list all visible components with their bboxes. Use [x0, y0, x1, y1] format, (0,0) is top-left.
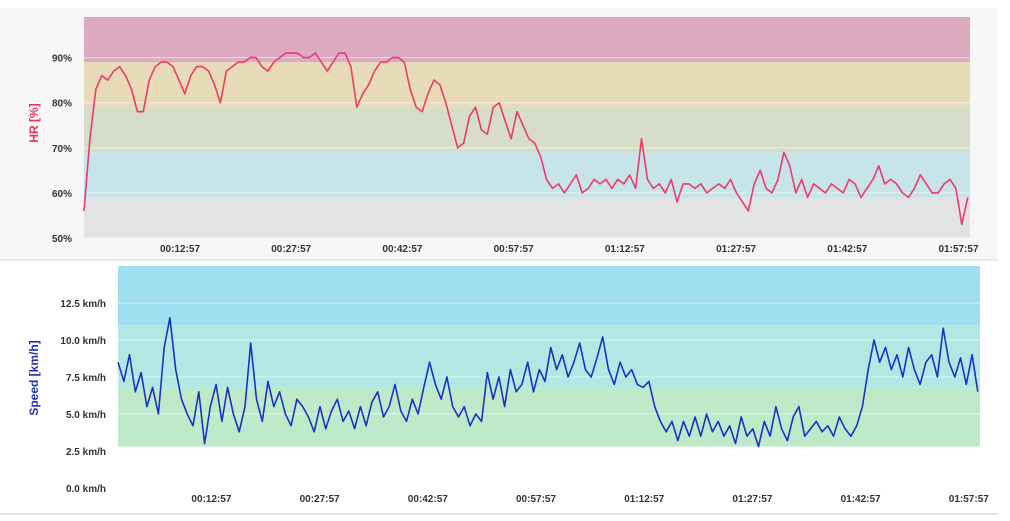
spd-x-tick-label: 01:57:57	[949, 494, 989, 505]
spd-x-tick-label: 00:12:57	[191, 494, 231, 505]
hr-y-tick-label: 60%	[52, 189, 72, 200]
spd-y-tick-label: 10.0 km/h	[60, 336, 106, 347]
hr-x-tick-label: 00:27:57	[271, 244, 311, 255]
spd-y-tick-label: 12.5 km/h	[60, 299, 106, 310]
spd-x-tick-label: 01:12:57	[624, 494, 664, 505]
hr-x-tick-label: 00:12:57	[160, 244, 200, 255]
hr-grid	[84, 57, 970, 239]
hr-x-tick-label: 00:57:57	[494, 244, 534, 255]
spd-y-tick-label: 0.0 km/h	[66, 484, 106, 495]
hr-x-tick-labels: 00:12:57 00:27:57 00:42:57 00:57:57 01:12:57…	[160, 244, 979, 255]
hr-zone-band	[84, 62, 970, 108]
hr-x-tick-label: 01:57:57	[938, 244, 978, 255]
hr-zone-band	[84, 17, 970, 63]
hr-zone-band	[84, 197, 970, 238]
speed-grid	[118, 302, 980, 489]
hr-y-tick-label: 50%	[52, 234, 72, 245]
hr-x-tick-label: 01:27:57	[716, 244, 756, 255]
spd-x-tick-label: 00:42:57	[408, 494, 448, 505]
hr-series-line	[83, 52, 969, 226]
hr-zone-band	[84, 152, 970, 198]
hr-x-tick-label: 01:12:57	[605, 244, 645, 255]
speed-y-axis-label: Speed [km/h]	[27, 340, 41, 415]
speed-x-tick-labels: 00:12:57 00:27:57 00:42:57 00:57:57 01:12:57…	[191, 494, 989, 505]
hr-zone-band	[84, 107, 970, 153]
spd-x-tick-label: 00:27:57	[300, 494, 340, 505]
hr-zone-bands	[84, 17, 970, 238]
speed-series-line	[117, 317, 979, 448]
spd-zone-band	[118, 266, 980, 326]
spd-zone-band	[118, 387, 980, 447]
hr-x-tick-label: 00:42:57	[382, 244, 422, 255]
spd-y-tick-label: 5.0 km/h	[66, 410, 106, 421]
hr-chart: 50% 60% 70% 80% 90% 00:12:57 00:27:57 00:42:57…	[27, 17, 979, 255]
hr-y-tick-label: 90%	[52, 54, 72, 65]
spd-y-tick-label: 7.5 km/h	[66, 373, 106, 384]
spd-x-tick-label: 00:57:57	[516, 494, 556, 505]
hr-y-tick-labels: 50% 60% 70% 80% 90%	[52, 54, 72, 245]
spd-y-tick-label: 2.5 km/h	[66, 447, 106, 458]
spd-x-tick-label: 01:42:57	[841, 494, 881, 505]
spd-x-tick-label: 01:27:57	[732, 494, 772, 505]
hr-y-tick-label: 70%	[52, 144, 72, 155]
speed-y-tick-labels: 0.0 km/h 2.5 km/h 5.0 km/h 7.5 km/h 10.0 km/…	[60, 299, 106, 495]
speed-chart: 0.0 km/h 2.5 km/h 5.0 km/h 7.5 km/h 10.0 km/…	[27, 266, 989, 505]
hr-y-tick-label: 80%	[52, 99, 72, 110]
hr-x-tick-label: 01:42:57	[827, 244, 867, 255]
hr-y-axis-label: HR [%]	[27, 103, 41, 142]
